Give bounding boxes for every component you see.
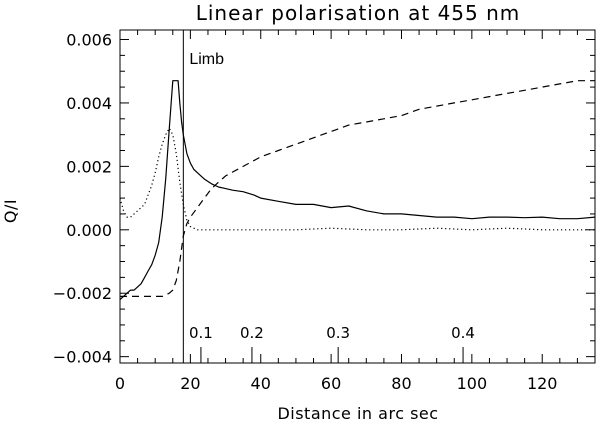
x-tick-label: 80 — [391, 374, 411, 393]
x-tick-label: 60 — [321, 374, 341, 393]
y-tick-label: 0.006 — [66, 31, 112, 50]
plot-frame — [119, 29, 596, 364]
x-axis: 0 20 40 60 80 100 120 — [115, 30, 578, 393]
x-tick-label: 120 — [527, 374, 558, 393]
y-tick-label: −0.004 — [53, 348, 112, 367]
y-axis-label: Q/I — [1, 199, 20, 223]
mu-marks: 0.1 0.2 0.3 0.4 — [189, 324, 475, 363]
mu-mark-label: 0.1 — [189, 324, 213, 342]
y-tick-label: 0.002 — [66, 157, 112, 176]
series-line-dashed — [120, 80, 595, 297]
x-tick-label: 40 — [251, 374, 271, 393]
series-line-dotted — [119, 127, 595, 231]
y-tick-label: 0.004 — [66, 94, 112, 113]
limb-layer: Limb — [182, 30, 224, 363]
series-line-solid — [119, 80, 596, 301]
mu-mark-label: 0.4 — [451, 324, 475, 342]
x-axis-label: Distance in arc sec — [277, 404, 438, 423]
x-tick-label: 100 — [457, 374, 488, 393]
y-tick-label: −0.002 — [53, 284, 112, 303]
y-axis: −0.004 −0.002 0.000 0.002 0.004 0.006 — [53, 31, 595, 367]
x-tick-label: 0 — [115, 374, 125, 393]
x-tick-label: 20 — [180, 374, 200, 393]
mu-mark-label: 0.3 — [326, 324, 350, 342]
mu-mark-label: 0.2 — [240, 324, 264, 342]
chart-title: Linear polarisation at 455 nm — [196, 1, 521, 25]
y-tick-label: 0.000 — [66, 221, 112, 240]
limb-label: Limb — [189, 51, 224, 68]
series-layer — [119, 80, 596, 301]
